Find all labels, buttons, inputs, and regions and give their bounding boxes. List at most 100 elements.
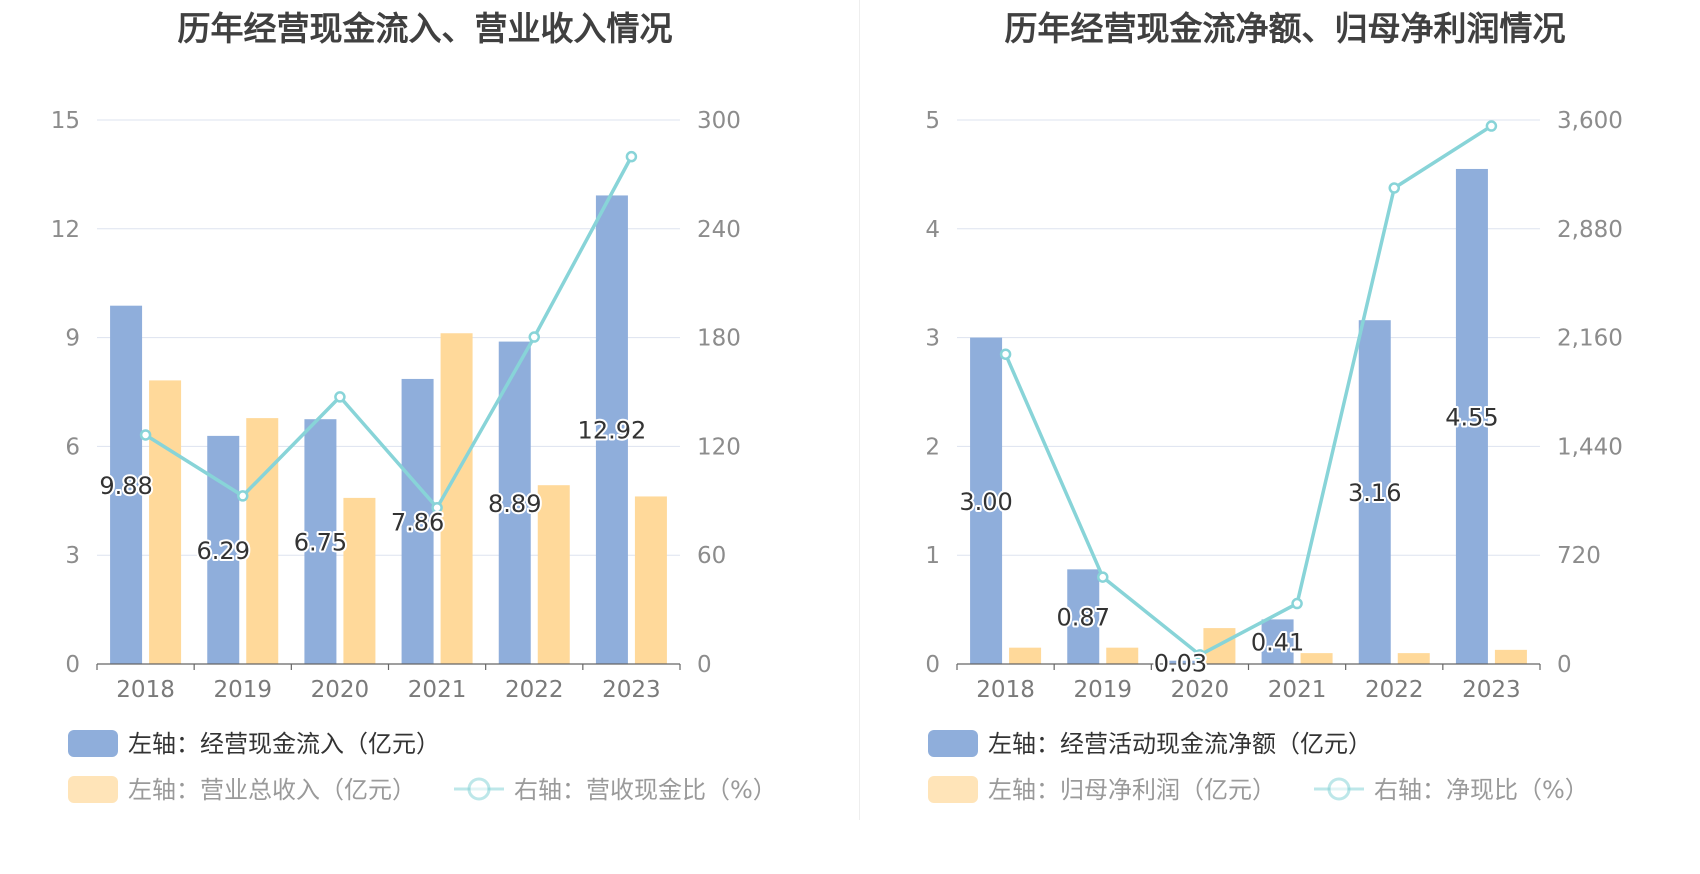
x-axis-tick-label: 2023	[602, 677, 661, 703]
left-axis-tick-label: 6	[65, 434, 80, 460]
legend-swatch-bar	[928, 730, 978, 757]
x-axis-tick-label: 2021	[408, 677, 467, 703]
line-series	[1003, 124, 1493, 657]
right-axis-tick-label: 1,440	[1557, 434, 1623, 460]
chart-panel-left: 历年经营现金流入、营业收入情况 0 0 3 60 6 120 9 180 12 240 15 300 2…	[51, 9, 777, 804]
bar-data-label: 8.89	[488, 490, 541, 518]
line-point	[1291, 597, 1303, 610]
right-axis-tick-label: 240	[697, 217, 741, 243]
legend-swatch-point	[1327, 777, 1351, 801]
right-axis-tick-label: 0	[1557, 652, 1572, 678]
left-axis-tick-label: 5	[925, 108, 940, 134]
right-axis-tick-label: 3,600	[1557, 108, 1623, 134]
right-axis-tick-label: 2,880	[1557, 217, 1623, 243]
bar	[1164, 660, 1197, 664]
legend-swatch-point	[467, 777, 491, 801]
chart-title: 历年经营现金流入、营业收入情况	[177, 9, 673, 48]
bar	[1300, 653, 1333, 664]
bar	[1494, 649, 1527, 664]
bar-data-label: 6.29	[197, 537, 250, 565]
bar	[110, 305, 143, 664]
legend-swatch-bar	[68, 776, 118, 803]
x-axis-tick-label: 2019	[213, 677, 272, 703]
legend-label: 左轴：经营活动现金流净额（亿元）	[988, 730, 1372, 758]
left-axis-tick-label: 0	[65, 652, 80, 678]
x-axis-tick-label: 2022	[1365, 677, 1424, 703]
line-point	[334, 391, 346, 403]
bar-data-label: 4.55	[1445, 403, 1498, 431]
line-point	[625, 150, 638, 163]
left-axis-tick-label: 1	[925, 543, 940, 569]
right-axis-tick-label: 180	[697, 326, 741, 352]
right-axis-tick-label: 0	[697, 652, 712, 678]
bar	[537, 485, 570, 664]
bar	[1261, 619, 1294, 664]
right-axis-tick-label: 2,160	[1557, 326, 1623, 352]
bar	[595, 195, 628, 664]
bar	[1067, 569, 1100, 664]
bar	[207, 435, 240, 664]
legend-label: 左轴：营业总收入（亿元）	[128, 776, 416, 804]
chart-panel-right: 历年经营现金流净额、归母净利润情况 0 0 1 720 2 1,440 3 2,160 4 2,8…	[860, 0, 1700, 874]
legend-label: 右轴：营收现金比（%）	[514, 776, 777, 804]
bar-data-label: 0.87	[1057, 604, 1110, 632]
line-point	[528, 331, 540, 343]
x-axis-tick-label: 2021	[1268, 677, 1327, 703]
bar-data-label: 9.88	[99, 472, 152, 500]
bar-data-label: 12.92	[578, 417, 647, 445]
legend-label: 左轴：经营现金流入（亿元）	[128, 730, 440, 758]
bar	[498, 341, 531, 664]
right-axis-tick-label: 60	[697, 543, 726, 569]
bar	[149, 380, 182, 664]
panel-divider	[859, 0, 860, 820]
line-point	[237, 490, 249, 502]
bar	[343, 497, 376, 664]
chart-svg-right: 0 0 1 720 2 1,440 3 2,160 4 2,880 5 3,600 2018 2019 20…	[925, 108, 1623, 804]
bar-data-label: 0.41	[1251, 629, 1304, 657]
x-axis-tick-label: 2018	[976, 677, 1035, 703]
chart-svg-left: 0 0 3 60 6 120 9 180 12 240 15 300 2018 2019 2020 2021 2…	[51, 108, 777, 804]
line-point	[999, 348, 1012, 360]
bar-data-label: 0.03	[1154, 649, 1207, 677]
bar-data-label: 6.75	[294, 529, 347, 557]
left-axis-tick-label: 9	[65, 326, 80, 352]
left-axis-tick-label: 12	[51, 217, 80, 243]
line-point	[1485, 120, 1498, 132]
right-axis-tick-label: 720	[1557, 543, 1601, 569]
bar	[304, 419, 337, 664]
legend-swatch-bar	[928, 776, 978, 803]
x-axis-tick-label: 2023	[1462, 677, 1521, 703]
bar	[1397, 653, 1430, 664]
bar-data-label: 7.86	[391, 508, 444, 536]
x-axis-tick-label: 2018	[116, 677, 175, 703]
left-axis-tick-label: 4	[925, 217, 940, 243]
line-point	[1097, 571, 1109, 583]
left-axis-tick-label: 2	[925, 434, 940, 460]
chart-title: 历年经营现金流净额、归母净利润情况	[1004, 9, 1566, 48]
legend-label: 左轴：归母净利润（亿元）	[988, 776, 1276, 804]
line-series	[144, 155, 633, 510]
bar-data-label: 3.16	[1348, 479, 1401, 507]
bar	[246, 418, 279, 664]
bar	[1455, 168, 1488, 664]
x-axis-tick-label: 2022	[505, 677, 564, 703]
bar	[1358, 320, 1391, 664]
bar	[1106, 647, 1139, 664]
bar	[634, 496, 667, 664]
line-point	[431, 501, 443, 514]
left-axis-tick-label: 15	[51, 108, 80, 134]
bar	[440, 333, 473, 664]
line-point	[139, 429, 152, 441]
line-point	[1194, 649, 1206, 661]
x-axis-tick-label: 2020	[311, 677, 370, 703]
right-axis-tick-label: 120	[697, 434, 741, 460]
bar-data-label: 3.00	[959, 488, 1012, 516]
legend-swatch-bar	[68, 730, 118, 757]
left-axis-tick-label: 3	[65, 543, 80, 569]
left-axis-tick-label: 0	[925, 652, 940, 678]
bar	[1009, 647, 1042, 664]
bar	[970, 337, 1003, 664]
left-axis-tick-label: 3	[925, 326, 940, 352]
legend-label: 右轴：净现比（%）	[1374, 776, 1589, 804]
x-axis-tick-label: 2019	[1073, 677, 1132, 703]
